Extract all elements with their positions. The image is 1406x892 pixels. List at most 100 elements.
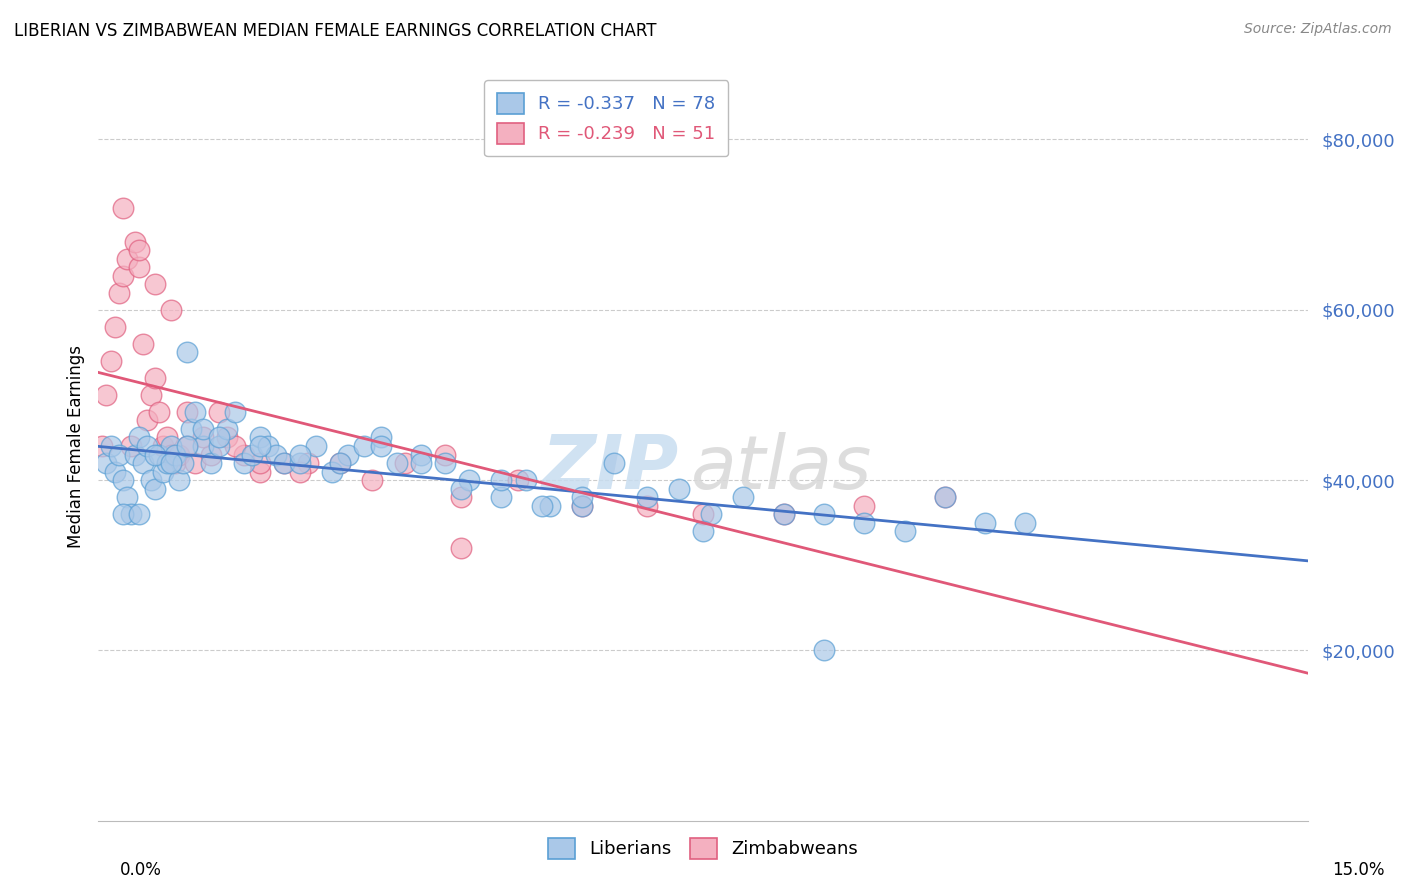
Point	[152, 465, 174, 479]
Point	[450, 541, 472, 556]
Point	[273, 456, 295, 470]
Point	[361, 473, 384, 487]
Point	[160, 439, 183, 453]
Text: atlas: atlas	[690, 433, 872, 505]
Point	[107, 285, 129, 300]
Point	[813, 643, 835, 657]
Text: LIBERIAN VS ZIMBABWEAN MEDIAN FEMALE EARNINGS CORRELATION CHART: LIBERIAN VS ZIMBABWEAN MEDIAN FEMALE EAR…	[14, 22, 657, 40]
Point	[143, 277, 166, 292]
Point	[394, 456, 416, 470]
Point	[176, 439, 198, 453]
Point	[163, 448, 186, 462]
Point	[193, 422, 215, 436]
Point	[434, 448, 457, 462]
Point	[458, 473, 481, 487]
Point	[139, 388, 162, 402]
Point	[111, 268, 134, 283]
Point	[506, 473, 529, 487]
Point	[530, 499, 553, 513]
Point	[100, 439, 122, 453]
Point	[224, 439, 246, 453]
Point	[224, 405, 246, 419]
Point	[692, 507, 714, 521]
Point	[329, 456, 352, 470]
Point	[111, 507, 134, 521]
Point	[115, 252, 138, 266]
Point	[96, 456, 118, 470]
Point	[139, 473, 162, 487]
Point	[450, 490, 472, 504]
Point	[152, 439, 174, 453]
Point	[288, 456, 311, 470]
Text: 15.0%: 15.0%	[1333, 861, 1385, 879]
Point	[249, 439, 271, 453]
Point	[160, 448, 183, 462]
Point	[107, 448, 129, 462]
Point	[353, 439, 375, 453]
Point	[103, 319, 125, 334]
Text: ZIP: ZIP	[541, 432, 679, 505]
Point	[571, 499, 593, 513]
Point	[200, 448, 222, 462]
Point	[111, 473, 134, 487]
Point	[249, 456, 271, 470]
Point	[124, 448, 146, 462]
Point	[128, 507, 150, 521]
Point	[1014, 516, 1036, 530]
Point	[974, 516, 997, 530]
Point	[132, 456, 155, 470]
Point	[370, 439, 392, 453]
Point	[208, 439, 231, 453]
Point	[288, 465, 311, 479]
Legend: Liberians, Zimbabweans: Liberians, Zimbabweans	[538, 829, 868, 868]
Point	[491, 490, 513, 504]
Point	[668, 482, 690, 496]
Point	[180, 422, 202, 436]
Point	[172, 456, 194, 470]
Point	[288, 448, 311, 462]
Point	[297, 456, 319, 470]
Y-axis label: Median Female Earnings: Median Female Earnings	[66, 344, 84, 548]
Point	[434, 456, 457, 470]
Point	[167, 473, 190, 487]
Point	[853, 499, 876, 513]
Point	[329, 456, 352, 470]
Point	[100, 354, 122, 368]
Point	[217, 430, 239, 444]
Point	[143, 482, 166, 496]
Point	[184, 405, 207, 419]
Point	[135, 439, 157, 453]
Point	[143, 371, 166, 385]
Point	[491, 473, 513, 487]
Point	[515, 473, 537, 487]
Point	[813, 507, 835, 521]
Point	[160, 302, 183, 317]
Point	[96, 388, 118, 402]
Point	[249, 465, 271, 479]
Point	[135, 413, 157, 427]
Text: Source: ZipAtlas.com: Source: ZipAtlas.com	[1244, 22, 1392, 37]
Point	[370, 430, 392, 444]
Point	[184, 456, 207, 470]
Point	[636, 499, 658, 513]
Point	[733, 490, 755, 504]
Point	[208, 430, 231, 444]
Point	[249, 430, 271, 444]
Point	[240, 448, 263, 462]
Point	[156, 456, 179, 470]
Point	[337, 448, 360, 462]
Point	[120, 507, 142, 521]
Point	[156, 430, 179, 444]
Point	[256, 439, 278, 453]
Text: 0.0%: 0.0%	[120, 861, 162, 879]
Point	[409, 448, 432, 462]
Point	[103, 465, 125, 479]
Point	[772, 507, 794, 521]
Point	[167, 448, 190, 462]
Point	[128, 430, 150, 444]
Point	[603, 456, 626, 470]
Point	[91, 439, 114, 453]
Point	[385, 456, 408, 470]
Point	[273, 456, 295, 470]
Point	[893, 524, 915, 538]
